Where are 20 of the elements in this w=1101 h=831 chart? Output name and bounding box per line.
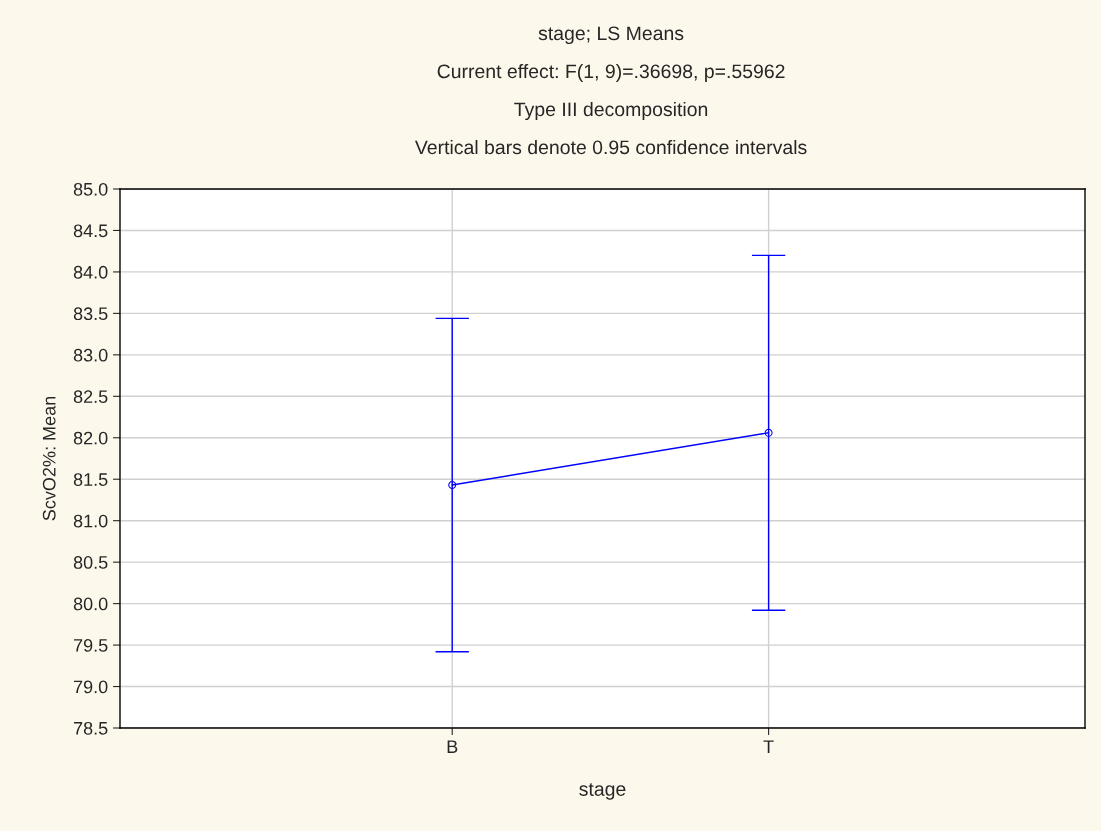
y-tick-label: 83.5 [73,307,108,321]
y-tick-label: 81.0 [73,514,108,528]
y-tick-label: 83.0 [73,348,108,362]
x-tick-label: B [447,740,458,753]
x-axis-title: stage [579,783,626,800]
x-tick-label: T [763,740,774,753]
y-tick-label: 85.0 [73,182,108,196]
y-tick-label: 82.5 [73,390,108,404]
y-tick-label: 80.5 [73,556,108,569]
y-tick-label: 84.5 [73,224,108,238]
y-tick-label: 82.0 [73,431,108,445]
y-tick-label: 81.5 [73,473,108,486]
y-tick-label: 79.5 [73,639,108,652]
y-tick-label: 84.0 [73,265,108,279]
y-tick-label: 80.0 [73,597,108,611]
y-axis-title: ScvO2%: Mean [42,396,56,521]
y-tick-label: 78.5 [73,721,108,735]
y-tick-label: 79.0 [73,680,108,694]
chart-subtitle: Current effect: F(1, 9)=.36698, p=.55962 Type III decomposition Vertical bars denote 0.95 confidence intervals [414,63,807,155]
chart-title: stage; LS Means [538,26,684,45]
